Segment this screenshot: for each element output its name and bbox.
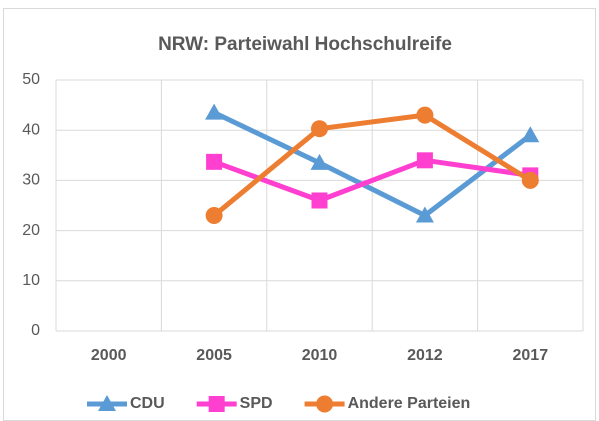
x-tick-label: 2000: [91, 347, 127, 364]
x-tick-label: 2017: [513, 347, 549, 364]
series-line: [212, 112, 532, 218]
chart-title: NRW: Parteiwahl Hochschulreife: [158, 34, 452, 55]
y-tick-label: 40: [22, 121, 40, 138]
y-tick-label: 30: [22, 172, 40, 189]
legend-marker: [208, 396, 225, 412]
data-point: [416, 106, 434, 124]
y-tick-label: 10: [22, 272, 40, 289]
y-tick-label: 20: [22, 222, 40, 239]
series-line: [213, 157, 531, 203]
legend-marker: [316, 395, 334, 413]
chart-frame: [3, 8, 596, 421]
data-point: [310, 153, 329, 170]
data-point: [311, 120, 328, 138]
legend-label: CDU: [130, 395, 165, 412]
x-tick-label: 2005: [196, 347, 232, 364]
data-point: [205, 103, 224, 120]
x-tick-label: 2012: [407, 347, 443, 364]
legend-label: SPD: [240, 395, 273, 412]
data-point: [416, 152, 433, 169]
data-point: [415, 206, 434, 223]
y-tick-label: 0: [31, 322, 40, 339]
x-tick-label: 2010: [302, 347, 338, 364]
legend-marker: [98, 395, 116, 411]
y-tick-label: 50: [22, 71, 40, 88]
data-point: [521, 126, 540, 143]
data-point: [521, 171, 539, 189]
data-point: [205, 207, 223, 225]
series-line: [213, 110, 532, 219]
data-point: [311, 192, 328, 209]
legend-label: Andere Parteien: [348, 395, 471, 412]
data-point: [206, 153, 223, 170]
